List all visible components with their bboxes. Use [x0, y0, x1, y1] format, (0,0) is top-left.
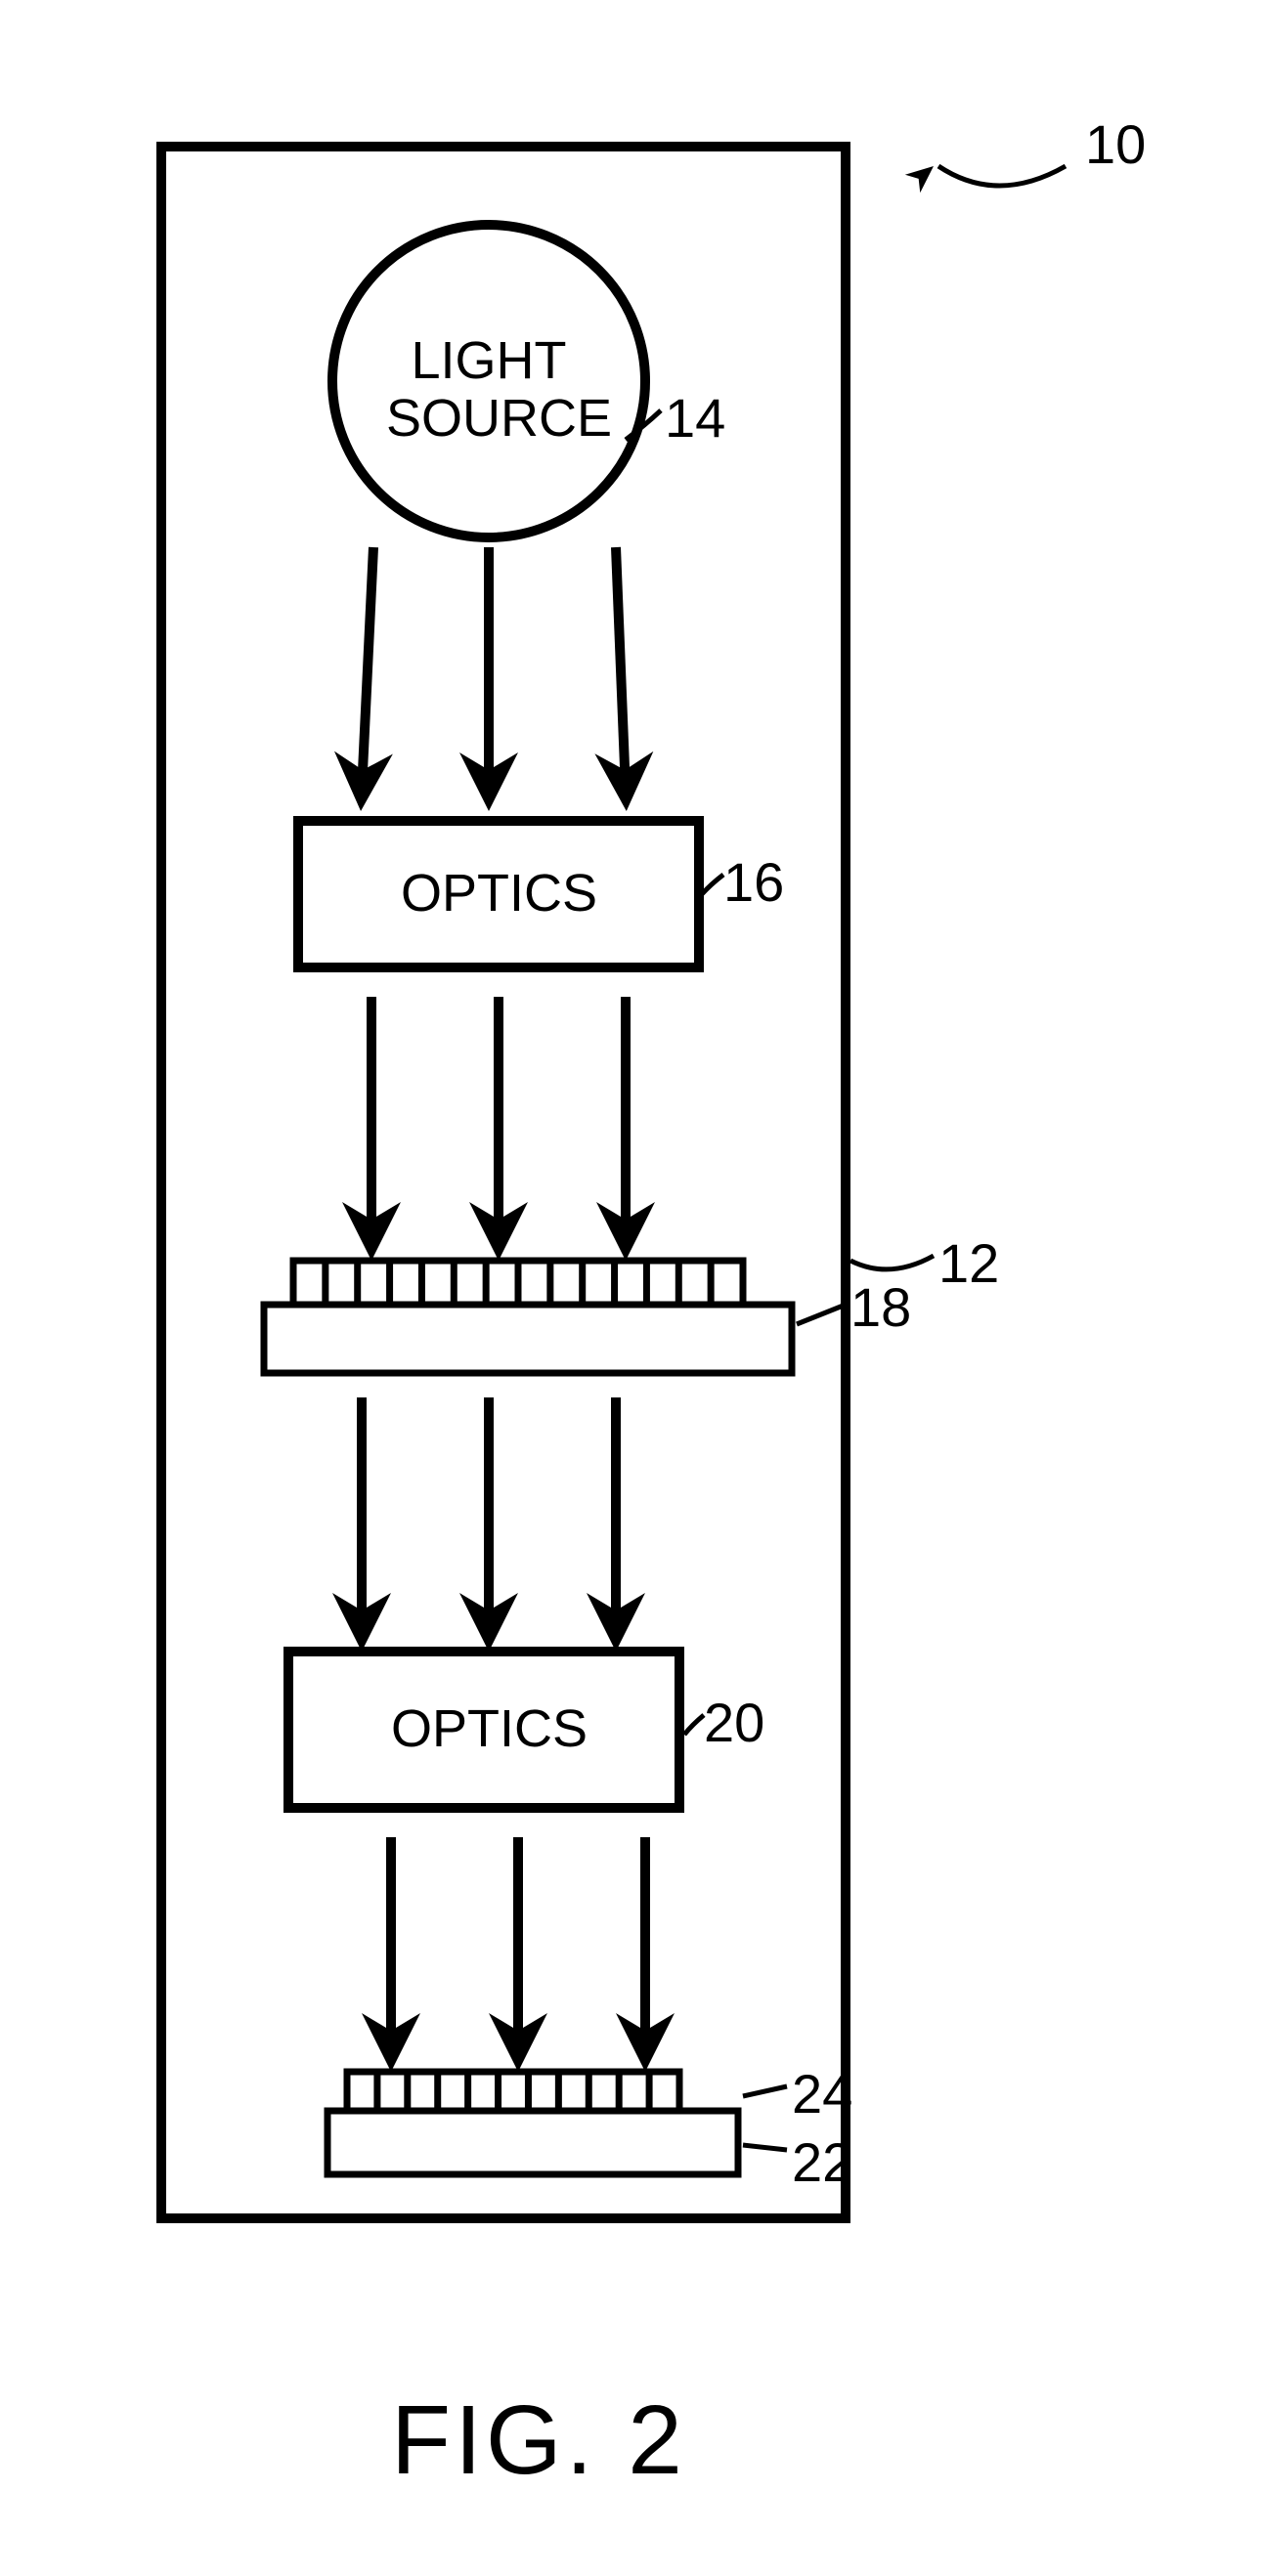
callout-24: 24: [792, 2062, 852, 2125]
callout-16: 16: [723, 850, 784, 914]
figure-caption: FIG. 2: [391, 2384, 686, 2497]
callout-10: 10: [1085, 112, 1146, 176]
diagram-page: LIGHT SOURCE OPTICS OPTICS 10 14 16 12 1…: [0, 0, 1263, 2576]
callout-12: 12: [938, 1231, 999, 1295]
callout-20: 20: [704, 1691, 764, 1754]
callout-22: 22: [792, 2130, 852, 2194]
callout-14: 14: [665, 386, 725, 450]
optics-2-label: OPTICS: [391, 1700, 588, 1758]
light-source-label: LIGHT SOURCE: [386, 332, 591, 449]
callout-18: 18: [850, 1275, 911, 1339]
diagram-svg: [0, 0, 1263, 2576]
optics-1-label: OPTICS: [401, 865, 597, 923]
